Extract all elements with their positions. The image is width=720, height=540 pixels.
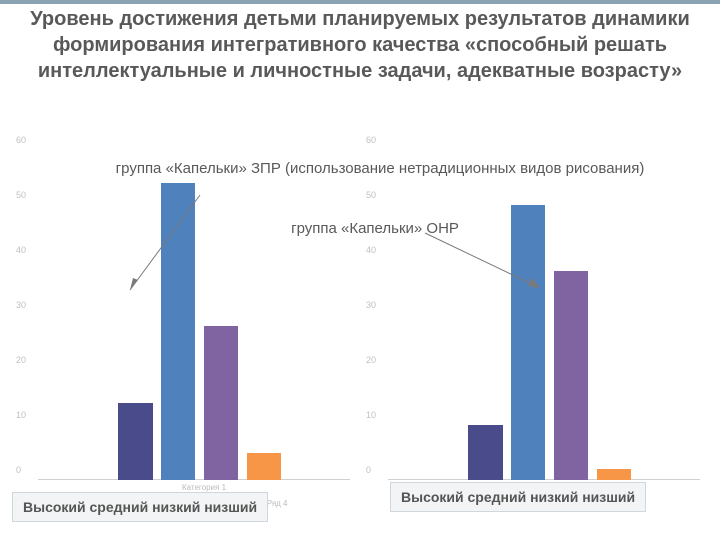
chart-right: Категория 1 Ряд 1Ряд 2Ряд 3Ряд 4 0102030…	[360, 150, 710, 480]
y-tick: 30	[16, 300, 26, 310]
y-tick: 10	[366, 410, 376, 420]
y-tick: 0	[366, 465, 371, 475]
y-tick: 40	[366, 245, 376, 255]
bar	[204, 326, 238, 480]
chart-area: Категория 1 Ряд 1Ряд 2Ряд 3Ряд 4 0102030…	[10, 150, 710, 480]
bar	[161, 183, 195, 480]
plot-right: Категория 1	[388, 150, 700, 480]
overlay-text-2: группа «Капельки» ОНР	[230, 220, 520, 237]
slide-title: Уровень достижения детьми планируемых ре…	[20, 6, 700, 84]
slide: Уровень достижения детьми планируемых ре…	[0, 0, 720, 540]
bar	[597, 469, 631, 480]
chart-left: Категория 1 Ряд 1Ряд 2Ряд 3Ряд 4 0102030…	[10, 150, 360, 480]
y-tick: 0	[16, 465, 21, 475]
y-tick: 50	[16, 190, 26, 200]
y-tick: 10	[16, 410, 26, 420]
caption-left: Высокий средний низкий низший	[12, 492, 268, 522]
overlay-text-1: группа «Капельки» ЗПР (использование нет…	[80, 160, 680, 177]
y-tick: 20	[16, 355, 26, 365]
bar	[511, 205, 545, 480]
bar	[118, 403, 152, 480]
y-tick: 20	[366, 355, 376, 365]
bar	[554, 271, 588, 480]
y-tick: 50	[366, 190, 376, 200]
x-category-label: Категория 1	[182, 483, 226, 492]
caption-right: Высокий средний низкий низший	[390, 482, 646, 512]
bar	[247, 453, 281, 481]
plot-left: Категория 1	[38, 150, 350, 480]
y-tick: 60	[16, 135, 26, 145]
y-tick: 60	[366, 135, 376, 145]
y-tick: 40	[16, 245, 26, 255]
bar	[468, 425, 502, 480]
legend-label: Ряд 4	[267, 499, 288, 508]
y-tick: 30	[366, 300, 376, 310]
title-divider	[0, 0, 720, 4]
